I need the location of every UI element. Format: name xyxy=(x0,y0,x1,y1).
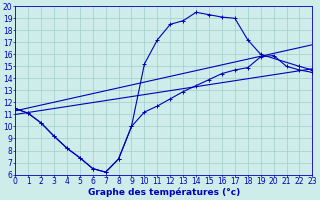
X-axis label: Graphe des températures (°c): Graphe des températures (°c) xyxy=(88,188,240,197)
